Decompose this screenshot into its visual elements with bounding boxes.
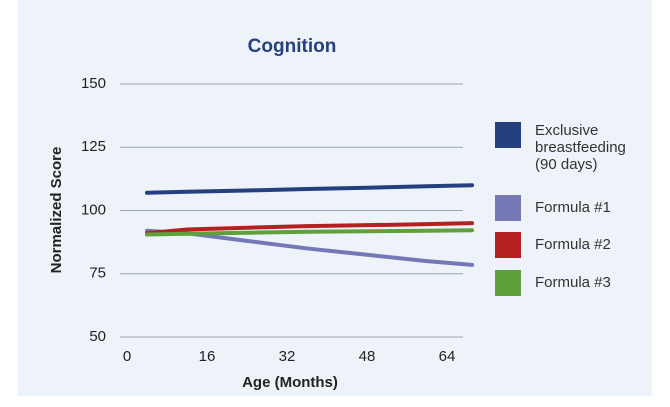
y-tick-label: 100 (81, 201, 106, 218)
legend-item: Formula #2 (495, 232, 645, 258)
legend-swatch (495, 232, 521, 258)
x-tick-label: 64 (439, 348, 456, 365)
background (18, 0, 652, 396)
legend-swatch (495, 195, 521, 221)
chart-title: Cognition (248, 36, 337, 57)
line (145, 221, 474, 236)
y-axis-label: Normalized Score (48, 147, 65, 274)
legend-label: Formula #2 (535, 236, 611, 253)
x-tick-label: 48 (359, 348, 376, 365)
x-tick-label: 0 (123, 348, 131, 365)
x-tick-label: 16 (199, 348, 216, 365)
legend-item: Formula #3 (495, 270, 645, 296)
legend-swatch (495, 270, 521, 296)
x-tick-label: 32 (279, 348, 296, 365)
legend-label: Exclusive breastfeeding (90 days) (535, 122, 626, 173)
y-tick-label: 150 (81, 75, 106, 92)
legend-item: Formula #1 (495, 195, 645, 221)
y-tick-label: 50 (89, 328, 106, 345)
legend-item: Exclusive breastfeeding (90 days) (495, 122, 645, 173)
line (145, 183, 474, 195)
legend-swatch (495, 122, 521, 148)
legend-label: Formula #1 (535, 199, 611, 216)
line (145, 228, 474, 237)
x-axis-label: Age (Months) (242, 374, 338, 391)
legend-label: Formula #3 (535, 274, 611, 291)
y-tick-label: 125 (81, 138, 106, 155)
y-tick-label: 75 (89, 265, 106, 282)
